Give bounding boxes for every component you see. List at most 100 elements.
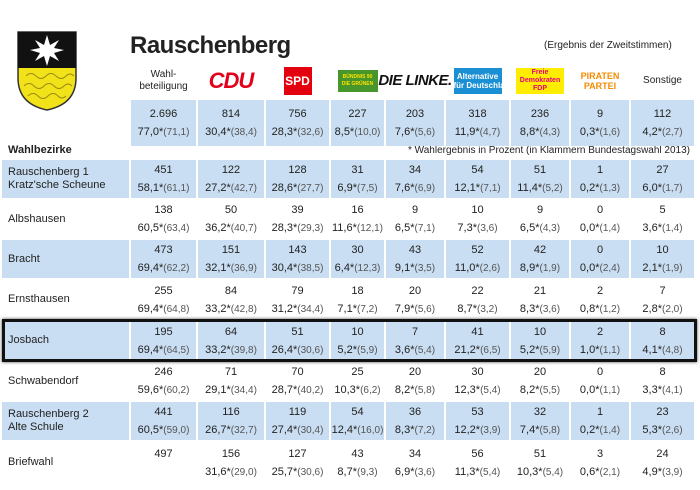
share-line: 7,4*(5,8) bbox=[511, 424, 569, 437]
previous-share: (6,5) bbox=[480, 344, 501, 356]
previous-share: (3,6) bbox=[414, 466, 436, 478]
row-label-text: Rauschenberg 1 bbox=[8, 166, 89, 178]
previous-share: (29,0) bbox=[230, 466, 257, 478]
share: 26,4* bbox=[271, 343, 298, 356]
share: 27,2* bbox=[205, 182, 231, 194]
share-line: 10,3*(5,4) bbox=[511, 466, 569, 479]
previous-share: (3,6) bbox=[539, 303, 561, 315]
count: 23 bbox=[656, 406, 669, 418]
share-line: 5,2*(5,9) bbox=[331, 344, 384, 357]
share: 8,9* bbox=[519, 262, 540, 274]
previous-share: (1,7) bbox=[662, 183, 683, 194]
share-line: 30,4*(38,4) bbox=[198, 126, 264, 139]
share-line: 0,2*(1,3) bbox=[571, 182, 629, 195]
column-header-text: für Deutschland bbox=[453, 81, 515, 90]
previous-share: (1,1) bbox=[599, 385, 621, 396]
cell: 64 33,2*(39,8) bbox=[198, 321, 264, 360]
cell: 18 7,1*(7,2) bbox=[331, 280, 384, 319]
previous-share: (1,4) bbox=[599, 425, 621, 436]
count: 112 bbox=[653, 108, 672, 120]
column-header-text: BÜNDNIS 90 bbox=[342, 74, 373, 80]
previous-share: (5,6) bbox=[414, 303, 436, 315]
cell: 23 5,3*(2,6) bbox=[631, 402, 694, 440]
share-line: 28,3*(32,6) bbox=[266, 126, 329, 139]
share: 25,7* bbox=[271, 465, 298, 478]
cell: 227 8,5*(10,0) bbox=[331, 100, 384, 146]
share-line: 27,4*(30,4) bbox=[266, 424, 329, 437]
previous-share: (1,6) bbox=[599, 127, 621, 138]
previous-share: (4,3) bbox=[539, 223, 561, 234]
share-line: 11,4*(5,2) bbox=[511, 182, 569, 195]
share-line: 27,2*(42,7) bbox=[198, 182, 264, 195]
previous-share: (1,9) bbox=[662, 263, 683, 274]
count: 116 bbox=[222, 406, 240, 418]
cell: 31 6,9*(7,5) bbox=[331, 160, 384, 198]
share-line: 8,7*(9,3) bbox=[331, 466, 384, 479]
share-line: 58,1*(61,1) bbox=[131, 182, 196, 195]
share-line: 7,6*(6,9) bbox=[386, 182, 444, 195]
share: 28,3* bbox=[271, 126, 298, 138]
count: 54 bbox=[351, 406, 364, 418]
count: 32 bbox=[533, 406, 547, 418]
share-line: 8,7*(3,2) bbox=[446, 303, 509, 316]
previous-share: (62,2) bbox=[163, 263, 190, 274]
previous-share: (5,9) bbox=[539, 344, 561, 356]
cell: 318 11,9*(4,7) bbox=[446, 100, 509, 146]
count: 497 bbox=[154, 447, 173, 460]
previous-share: (40,2) bbox=[297, 385, 324, 396]
share: 33,2* bbox=[205, 343, 231, 356]
count: 16 bbox=[351, 204, 364, 216]
row-label-text: Josbach bbox=[8, 334, 49, 346]
share-line: 33,2*(42,8) bbox=[198, 303, 264, 316]
row-label: Briefwahl bbox=[2, 442, 129, 483]
share: 0,6* bbox=[579, 465, 600, 478]
cell: 2 1,0*(1,1) bbox=[571, 321, 629, 360]
share: 11,9* bbox=[454, 126, 480, 138]
count: 203 bbox=[405, 108, 425, 120]
share-line: 6,5*(4,3) bbox=[511, 222, 569, 235]
previous-share: (3,5) bbox=[414, 263, 436, 274]
share-line: 59,6*(60,2) bbox=[131, 384, 196, 397]
cell: 246 59,6*(60,2) bbox=[131, 362, 196, 400]
share: 0,0* bbox=[579, 262, 600, 274]
share-line: 11,3*(5,4) bbox=[446, 466, 509, 479]
share: 7,3* bbox=[457, 222, 477, 234]
share: 21,2* bbox=[454, 343, 481, 356]
previous-share: (63,4) bbox=[163, 223, 190, 234]
share: 0,8* bbox=[579, 302, 600, 315]
cell: 2 0,8*(1,2) bbox=[571, 280, 629, 319]
count: 51 bbox=[291, 325, 304, 338]
count: 64 bbox=[224, 325, 238, 338]
count: 10 bbox=[533, 325, 547, 338]
count: 473 bbox=[154, 244, 173, 256]
share: 31,2* bbox=[271, 302, 298, 315]
share: 0,3* bbox=[579, 126, 600, 138]
column-header-text: DIE GRÜNEN bbox=[341, 81, 374, 87]
share: 10,3* bbox=[516, 465, 543, 478]
party-logo: Sonstige bbox=[643, 75, 682, 87]
cell: 127 25,7*(30,6) bbox=[266, 442, 329, 483]
row-label-text: Ernsthausen bbox=[8, 293, 70, 305]
count: 43 bbox=[408, 244, 422, 256]
cell: 70 28,7*(40,2) bbox=[266, 362, 329, 400]
row-label: Albshausen bbox=[2, 200, 129, 238]
cell: 473 69,4*(62,2) bbox=[131, 240, 196, 278]
previous-share: (7,1) bbox=[480, 183, 501, 194]
cell: 34 6,9*(3,6) bbox=[386, 442, 444, 483]
previous-share: (64,5) bbox=[163, 344, 190, 356]
previous-share: (5,8) bbox=[539, 425, 561, 436]
share-line: 6,9*(3,6) bbox=[386, 466, 444, 479]
count: 318 bbox=[468, 108, 487, 120]
share: 11,4* bbox=[517, 182, 543, 194]
previous-share: (7,5) bbox=[357, 183, 378, 194]
share-line: 8,3*(7,2) bbox=[386, 424, 444, 437]
share: 8,7* bbox=[457, 302, 477, 315]
cell: 156 31,6*(29,0) bbox=[198, 442, 264, 483]
previous-share: (2,0) bbox=[662, 303, 683, 315]
count: 24 bbox=[656, 447, 669, 460]
cell: 53 12,2*(3,9) bbox=[446, 402, 509, 440]
previous-share: (2,6) bbox=[479, 263, 501, 274]
column-header-text: Freie bbox=[531, 69, 549, 76]
count: 119 bbox=[288, 406, 307, 418]
share-line: 60,5*(63,4) bbox=[131, 222, 196, 235]
